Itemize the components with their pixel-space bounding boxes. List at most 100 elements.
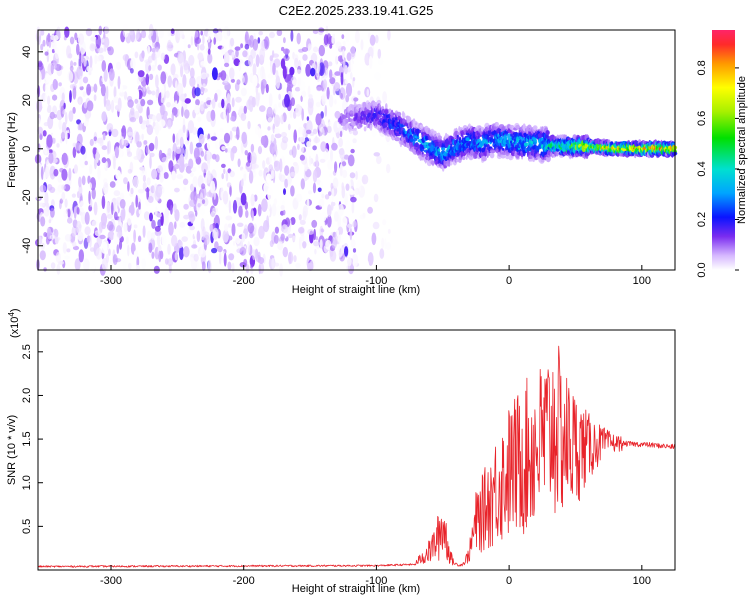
spectrogram-noise-cell xyxy=(93,157,97,170)
snr-y-tick-label: 2.0 xyxy=(21,388,33,403)
spectrogram-noise-cell xyxy=(338,137,343,148)
spectrogram-noise-cell xyxy=(186,128,189,138)
spectrogram-noise-cell xyxy=(196,76,203,85)
spectrogram-noise-cell xyxy=(345,140,351,153)
spectrogram-noise-cell xyxy=(205,219,210,232)
snr-y-tick-label: 1.5 xyxy=(21,431,33,446)
spectrogram-noise-cell xyxy=(334,211,339,222)
spectrogram-noise-cell xyxy=(195,99,200,106)
spectrogram-noise-cell xyxy=(230,78,235,83)
spectrogram-noise-cell xyxy=(197,52,204,61)
spectrogram-noise-cell xyxy=(258,128,262,139)
spectrogram-noise-cell xyxy=(290,171,296,177)
spectrogram-noise-cell xyxy=(152,114,157,122)
spectrogram-noise-cell xyxy=(199,248,207,258)
spectrogram-noise-cell xyxy=(229,185,232,197)
spectrogram-x-ticks: -300 -200 -100 0 100 xyxy=(100,265,651,287)
spectrogram-noise-cell xyxy=(325,239,332,250)
spectrogram-noise-cell xyxy=(313,228,317,241)
spectrogram-signal-cell xyxy=(362,108,365,112)
spectrogram-noise-cell xyxy=(178,240,183,249)
spectrogram-noise-cell xyxy=(306,129,312,135)
spectrogram-noise-cell xyxy=(288,251,294,264)
spectrogram-noise-cell xyxy=(158,119,166,127)
spectrogram-noise-cell xyxy=(371,127,378,137)
spectrogram-noise-cell xyxy=(176,82,184,97)
spectrogram-noise-cell xyxy=(265,83,269,94)
spectrogram-noise-cell xyxy=(230,115,236,122)
spectrogram-noise-cell xyxy=(379,248,385,259)
spectrogram-signal-cell xyxy=(510,140,513,144)
spectrogram-noise-cell xyxy=(91,187,96,200)
spectrogram-noise-cell xyxy=(222,229,229,243)
spectrogram-noise-cell xyxy=(159,103,166,116)
spectrogram-noise-cell xyxy=(193,253,199,262)
spectrogram-noise-cell xyxy=(218,250,222,265)
spectrogram-x-tick-label: -200 xyxy=(233,275,255,287)
spectrogram-noise-cell xyxy=(334,110,341,119)
spectrogram-noise-cell xyxy=(229,170,235,178)
spectrogram-signal-cell xyxy=(500,154,506,159)
spectrogram-noise-cell xyxy=(318,44,325,57)
spectrogram-noise-cell xyxy=(273,103,278,114)
spectrogram-signal-cell xyxy=(458,137,462,144)
spectrogram-noise-cell xyxy=(238,61,241,72)
spectrogram-noise-cell xyxy=(137,70,145,78)
spectrogram-noise-cell xyxy=(268,164,273,172)
spectrogram-noise-cell xyxy=(107,230,115,241)
spectrogram-noise-cell xyxy=(354,187,360,196)
spectrogram-noise-cell xyxy=(73,164,78,174)
spectrogram-noise-cell xyxy=(312,46,319,53)
spectrogram-noise-cell xyxy=(59,198,64,204)
spectrogram-noise-cell xyxy=(262,119,269,130)
spectrogram-noise-cell xyxy=(234,46,241,51)
spectrogram-noise-cell xyxy=(48,219,52,224)
spectrogram-noise-cell xyxy=(68,167,72,181)
spectrogram-noise-cell xyxy=(78,176,82,188)
spectrogram-noise-cell xyxy=(344,193,348,206)
spectrogram-noise-cell xyxy=(160,52,166,61)
spectrogram-noise-cell xyxy=(202,226,206,238)
spectrogram-noise-cell xyxy=(201,183,206,190)
spectrogram-noise-cell xyxy=(183,38,187,49)
spectrogram-noise-cell xyxy=(283,188,286,196)
spectrogram-noise-cell xyxy=(328,191,332,197)
spectrogram-signal-cell xyxy=(377,113,383,118)
spectrogram-noise-cell xyxy=(293,255,297,263)
spectrogram-noise-cell xyxy=(119,82,123,93)
spectrogram-noise-cell xyxy=(278,93,281,101)
spectrogram-noise-cell xyxy=(264,36,270,50)
spectrogram-noise-cell xyxy=(330,182,334,190)
spectrogram-noise-cell xyxy=(307,101,314,116)
spectrogram-noise-cell xyxy=(106,214,113,219)
spectrogram-noise-cell xyxy=(194,30,199,40)
spectrogram-noise-cell xyxy=(201,199,206,205)
spectrogram-noise-cell xyxy=(186,227,191,239)
snr-x-ticks: -300 -200 -100 0 100 xyxy=(100,565,651,587)
spectrogram-noise-cell xyxy=(126,236,129,245)
spectrogram-noise-cell xyxy=(273,198,278,206)
spectrogram-noise-cell xyxy=(61,152,68,165)
spectrogram-noise-cell xyxy=(312,145,317,151)
spectrogram-noise-cell xyxy=(64,26,70,38)
spectrogram-noise-cell xyxy=(318,198,325,208)
spectrogram-noise-cell xyxy=(170,63,176,76)
spectrogram-noise-cell xyxy=(240,168,248,174)
spectrogram-noise-cell xyxy=(49,111,55,120)
spectrogram-y-tick-label: 40 xyxy=(21,46,33,58)
spectrogram-noise-cell xyxy=(329,43,333,49)
spectrogram-noise-cell xyxy=(258,169,263,177)
spectrogram-noise-cell xyxy=(76,207,80,215)
spectrogram-noise-cell xyxy=(272,53,279,58)
spectrogram-noise-cell xyxy=(306,116,310,121)
spectrogram-signal-cell xyxy=(567,137,572,141)
spectrogram-noise-cell xyxy=(149,212,153,222)
spectrogram-noise-cell xyxy=(164,258,169,265)
spectrogram-noise-cell xyxy=(84,226,91,236)
spectrogram-noise-cell xyxy=(133,229,137,243)
spectrogram-noise-cell xyxy=(89,247,95,252)
spectrogram-noise-cell xyxy=(174,221,177,230)
spectrogram-noise-cell xyxy=(112,254,118,266)
spectrogram-noise-cell xyxy=(127,131,134,136)
spectrogram-noise-cell xyxy=(40,166,44,180)
